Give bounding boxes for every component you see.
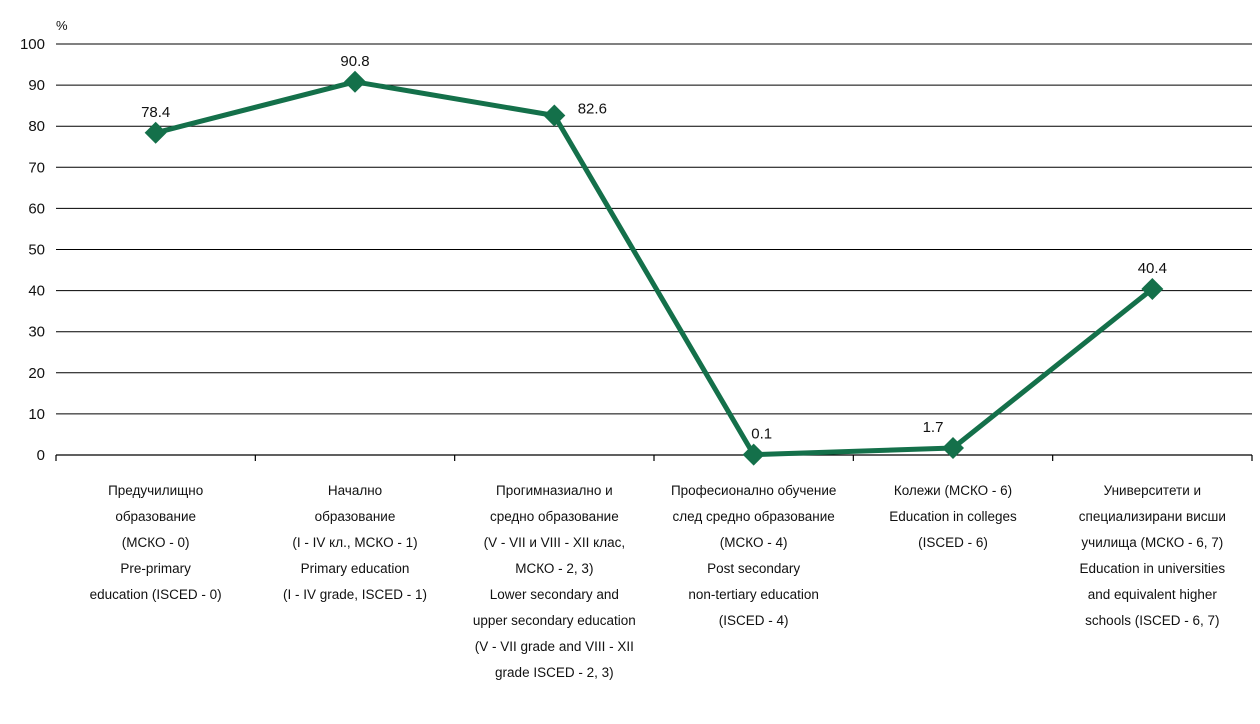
data-label-2: 82.6 [578,101,607,118]
y-tick-label-10: 10 [28,406,45,423]
category-label-4: Колежи (МСКО - 6) Education in colleges (I… [853,478,1053,556]
category-label-line: след средно образование [672,509,835,524]
category-label-line: Прогимназиално и [496,483,613,498]
data-point-1 [344,70,366,93]
category-label-line: schools (ISCED - 6, 7) [1085,613,1220,628]
data-labels: 78.4 90.8 82.6 0.1 1.7 40.4 [141,53,1167,443]
gridlines [56,43,1252,415]
unit-label: % [56,18,68,33]
y-tick-label-0: 0 [37,447,45,464]
category-label-line: education (ISCED - 0) [89,587,222,602]
category-label-line: (ISCED - 6) [918,535,988,550]
category-label-line: non-tertiary education [688,587,819,602]
category-label-line: образование [115,509,196,524]
y-tick-label-40: 40 [28,283,45,300]
series-line [155,79,1154,458]
category-label-line: grade ISCED - 2, 3) [495,665,614,680]
y-tick-label-90: 90 [28,77,45,94]
category-label-line: Колежи (МСКО - 6) [893,483,1013,498]
category-label-line: upper secondary education [472,613,636,628]
category-label-line: Post secondary [707,561,801,576]
y-tick-label-70: 70 [28,159,45,176]
data-label-3: 0.1 [751,426,772,443]
data-point-4 [942,437,964,460]
category-label-line: (МСКО - 0) [121,535,190,550]
category-label-line: училища (МСКО - 6, 7) [1081,535,1224,550]
category-label-line: Професионално обучение [670,483,837,498]
category-label-line: (V - VII и VIII - XII клас, [483,535,626,550]
category-label-line: (I - IV grade, ISCED - 1) [282,587,428,602]
category-label-line: Pre-primary [120,561,191,576]
category-label-line: Primary education [300,561,410,576]
y-tick-label-50: 50 [28,242,45,259]
category-label-line: (I - IV кл., МСКО - 1) [292,535,418,550]
data-markers [144,70,1164,466]
data-label-1: 90.8 [340,53,369,70]
category-label-line: специализирани висши [1078,509,1226,524]
series-polyline [155,79,1154,458]
data-point-0 [144,121,167,144]
data-label-4: 1.7 [923,419,944,436]
category-label-line: and equivalent higher [1087,587,1217,602]
data-label-0: 78.4 [141,104,170,121]
data-label-5: 40.4 [1138,260,1167,277]
category-label-line: (V - VII grade and VIII - XII [474,639,634,654]
y-axis-tick-labels: 0 10 20 30 40 50 60 70 80 90 100 [20,36,45,464]
category-label-5: Университети и специализирани висши училищ… [1052,478,1252,634]
category-label-line: МСКО - 2, 3) [515,561,594,576]
data-point-5 [1141,277,1164,300]
y-tick-label-30: 30 [28,324,45,341]
category-label-line: Начално [327,483,383,498]
x-axis [55,454,1253,461]
category-label-line: Lower secondary and [489,587,619,602]
category-label-line: Education in universities [1079,561,1226,576]
category-label-line: (ISCED - 4) [718,613,789,628]
y-tick-label-60: 60 [28,200,45,217]
category-label-line: Education in colleges [889,509,1017,524]
category-label-2: Прогимназиално и средно образование (V - V… [454,478,654,686]
category-label-line: средно образование [489,509,619,524]
data-point-3 [742,443,765,466]
y-tick-label-80: 80 [28,118,45,135]
category-label-line: Университети и [1103,483,1202,498]
category-label-line: Предучилищно [108,483,204,498]
y-tick-label-100: 100 [20,36,45,53]
data-point-2 [543,104,566,127]
category-label-1: Начално образование (I - IV кл., МСКО - 1)… [255,478,455,608]
category-label-3: Професионално обучение след средно образо… [654,478,854,634]
category-label-line: (МСКО - 4) [719,535,788,550]
y-tick-label-20: 20 [28,365,45,382]
category-label-0: Предучилищно образование (МСКО - 0) Pre-pri… [56,478,256,608]
category-label-line: образование [314,509,396,524]
